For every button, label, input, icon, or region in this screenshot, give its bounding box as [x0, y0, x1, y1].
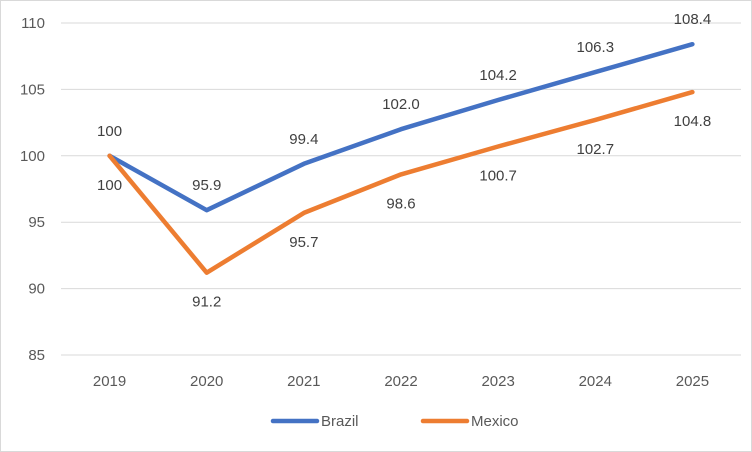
- data-label-mexico-2024: 102.7: [577, 141, 615, 158]
- data-label-brazil-2024: 106.3: [577, 39, 615, 56]
- data-label-mexico-2020: 91.2: [192, 294, 221, 311]
- y-tick-label-110: 110: [21, 15, 45, 32]
- y-tick-label-95: 95: [28, 214, 45, 231]
- series-lines: [107, 41, 695, 275]
- x-tick-label-2019: 2019: [93, 373, 126, 390]
- data-label-brazil-2019: 100: [97, 123, 122, 140]
- y-tick-label-90: 90: [28, 281, 45, 298]
- x-tick-label-2024: 2024: [579, 373, 612, 390]
- legend-label-brazil: Brazil: [321, 413, 359, 430]
- x-tick-label-2021: 2021: [287, 373, 320, 390]
- data-label-brazil-2022: 102.0: [382, 96, 420, 113]
- data-label-brazil-2023: 104.2: [479, 67, 517, 84]
- data-label-mexico-2019: 100: [97, 177, 122, 194]
- data-label-mexico-2025: 104.8: [674, 113, 712, 130]
- legend-label-mexico: Mexico: [471, 413, 519, 430]
- x-axis-ticks: 2019 2020 2021 2022 2023 2024 2025: [93, 373, 709, 390]
- y-axis-ticks: 85 90 95 100 105 110: [20, 15, 45, 364]
- data-label-mexico-2021: 95.7: [289, 234, 318, 251]
- legend: Brazil Mexico: [270, 413, 519, 430]
- data-label-mexico-2022: 98.6: [386, 195, 415, 212]
- series-line-mexico: [107, 89, 695, 275]
- x-tick-label-2025: 2025: [676, 373, 709, 390]
- data-labels: 100 95.9 99.4 102.0 104.2 106.3 108.4 100 91.2 95…: [97, 11, 711, 310]
- data-label-brazil-2021: 99.4: [289, 131, 318, 148]
- x-tick-label-2023: 2023: [481, 373, 514, 390]
- x-tick-label-2020: 2020: [190, 373, 223, 390]
- y-tick-label-105: 105: [20, 81, 45, 98]
- gridlines: [61, 22, 741, 356]
- data-label-brazil-2020: 95.9: [192, 177, 221, 194]
- data-label-mexico-2023: 100.7: [479, 168, 517, 185]
- data-label-brazil-2025: 108.4: [674, 11, 712, 28]
- x-tick-label-2022: 2022: [384, 373, 417, 390]
- y-tick-label-100: 100: [20, 148, 45, 165]
- series-line-brazil: [107, 41, 695, 213]
- y-tick-label-85: 85: [28, 347, 45, 364]
